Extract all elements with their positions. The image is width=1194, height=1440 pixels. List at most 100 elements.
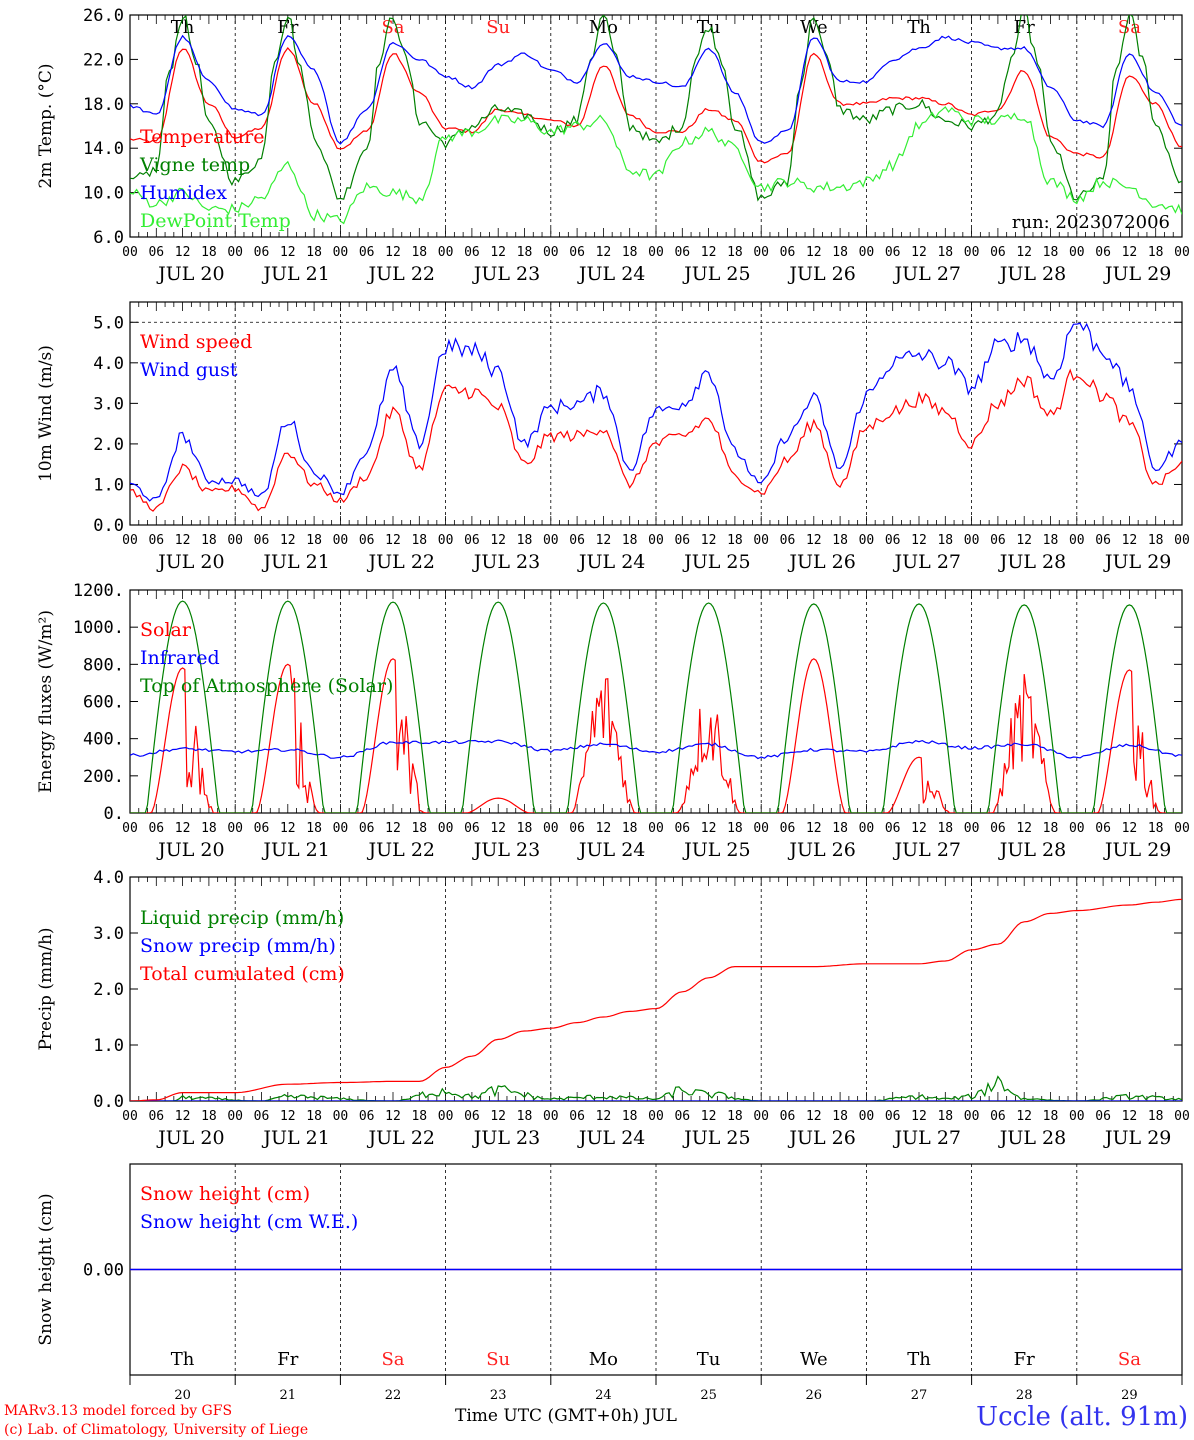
hour-tick-label: 00	[333, 821, 349, 836]
day-number-label: 21	[280, 1388, 297, 1403]
hour-tick-label: 18	[937, 1109, 953, 1124]
hour-tick-label: 18	[1043, 245, 1059, 260]
hour-tick-label: 06	[464, 533, 480, 548]
legend-entry: Snow precip (mm/h)	[140, 935, 336, 957]
day-label: JUL 22	[367, 839, 435, 861]
hour-tick-label: 00	[1069, 245, 1085, 260]
hour-tick-label: 00	[122, 533, 138, 548]
day-label: JUL 26	[787, 551, 855, 573]
y-tick-label: 5.0	[93, 313, 124, 333]
hour-tick-label: 06	[148, 821, 164, 836]
hour-tick-label: 12	[911, 821, 927, 836]
day-label: JUL 29	[1103, 551, 1171, 573]
day-label: JUL 25	[682, 551, 750, 573]
day-label: JUL 22	[367, 551, 435, 573]
hour-tick-label: 00	[1174, 821, 1190, 836]
hour-tick-label: 06	[990, 1109, 1006, 1124]
hour-tick-label: 18	[1043, 1109, 1059, 1124]
hour-tick-label: 00	[964, 245, 980, 260]
hour-tick-label: 00	[333, 245, 349, 260]
hour-tick-label: 06	[885, 533, 901, 548]
day-label: JUL 26	[787, 263, 855, 285]
hour-tick-label: 06	[254, 533, 270, 548]
hour-tick-label: 12	[1016, 533, 1032, 548]
weekday-label: Th	[171, 17, 195, 38]
series-line-wind-speed	[130, 368, 1182, 512]
hour-tick-label: 06	[674, 245, 690, 260]
hour-tick-label: 12	[280, 245, 296, 260]
hour-tick-label: 00	[859, 1109, 875, 1124]
hour-tick-label: 06	[674, 1109, 690, 1124]
y-tick-label: 800.	[83, 655, 124, 675]
hour-tick-label: 00	[1069, 533, 1085, 548]
y-tick-label: 0.0	[93, 516, 124, 536]
hour-tick-label: 18	[727, 533, 743, 548]
day-label: JUL 29	[1103, 1127, 1171, 1149]
hour-tick-label: 12	[911, 1109, 927, 1124]
hour-tick-label: 06	[780, 245, 796, 260]
weekday-label: Th	[907, 1349, 931, 1370]
day-number-label: 23	[490, 1388, 507, 1403]
y-tick-label: 4.0	[93, 354, 124, 374]
hour-tick-label: 00	[333, 1109, 349, 1124]
hour-tick-label: 06	[359, 533, 375, 548]
y-tick-label: 600.	[83, 693, 124, 713]
series-line-infrared	[130, 739, 1182, 760]
hour-tick-label: 06	[148, 533, 164, 548]
hour-tick-label: 06	[780, 1109, 796, 1124]
legend-entry: Infrared	[140, 647, 220, 669]
model-credit: MARv3.13 model forced by GFS	[4, 1403, 233, 1419]
day-label: JUL 21	[261, 839, 329, 861]
hour-tick-label: 00	[753, 245, 769, 260]
weekday-label: Fr	[1014, 17, 1035, 38]
day-number-label: 25	[700, 1388, 717, 1403]
hour-tick-label: 00	[648, 821, 664, 836]
x-axis-label: Time UTC (GMT+0h) JUL	[455, 1406, 677, 1426]
hour-tick-label: 00	[227, 1109, 243, 1124]
hour-tick-label: 12	[1016, 1109, 1032, 1124]
day-label: JUL 21	[261, 551, 329, 573]
hour-tick-label: 12	[1122, 533, 1138, 548]
hour-tick-label: 00	[1174, 245, 1190, 260]
day-label: JUL 27	[893, 551, 961, 573]
hour-tick-label: 06	[885, 245, 901, 260]
hour-tick-label: 06	[464, 245, 480, 260]
day-label: JUL 28	[998, 263, 1066, 285]
hour-tick-label: 12	[1122, 245, 1138, 260]
y-tick-label: 3.0	[93, 394, 124, 414]
hour-tick-label: 06	[569, 245, 585, 260]
y-tick-label: 400.	[83, 730, 124, 750]
legend-entry: Wind gust	[140, 359, 238, 381]
hour-tick-label: 12	[1122, 1109, 1138, 1124]
weekday-label: We	[800, 17, 828, 38]
weekday-label: Th	[171, 1349, 195, 1370]
day-number-label: 27	[911, 1388, 928, 1403]
hour-tick-label: 00	[227, 821, 243, 836]
hour-tick-label: 18	[937, 245, 953, 260]
y-tick-label: 14.0	[83, 139, 124, 159]
hour-tick-label: 00	[964, 821, 980, 836]
day-label: JUL 27	[893, 1127, 961, 1149]
weekday-label: Tu	[697, 17, 721, 38]
hour-tick-label: 00	[1069, 821, 1085, 836]
day-label: JUL 21	[261, 263, 329, 285]
hour-tick-label: 12	[490, 533, 506, 548]
hour-tick-label: 00	[227, 245, 243, 260]
hour-tick-label: 18	[622, 1109, 638, 1124]
hour-tick-label: 06	[464, 821, 480, 836]
hour-tick-label: 06	[148, 1109, 164, 1124]
hour-tick-label: 18	[306, 533, 322, 548]
hour-tick-label: 06	[1095, 533, 1111, 548]
day-label: JUL 27	[893, 839, 961, 861]
hour-tick-label: 12	[280, 821, 296, 836]
y-axis-label: 10m Wind (m/s)	[36, 345, 56, 482]
hour-tick-label: 18	[201, 1109, 217, 1124]
y-tick-label: 1.0	[93, 1036, 124, 1056]
hour-tick-label: 18	[1043, 533, 1059, 548]
day-label: JUL 27	[893, 263, 961, 285]
hour-tick-label: 06	[780, 533, 796, 548]
hour-tick-label: 18	[517, 533, 533, 548]
y-axis-label: Snow height (cm)	[36, 1193, 56, 1345]
hour-tick-label: 06	[148, 245, 164, 260]
